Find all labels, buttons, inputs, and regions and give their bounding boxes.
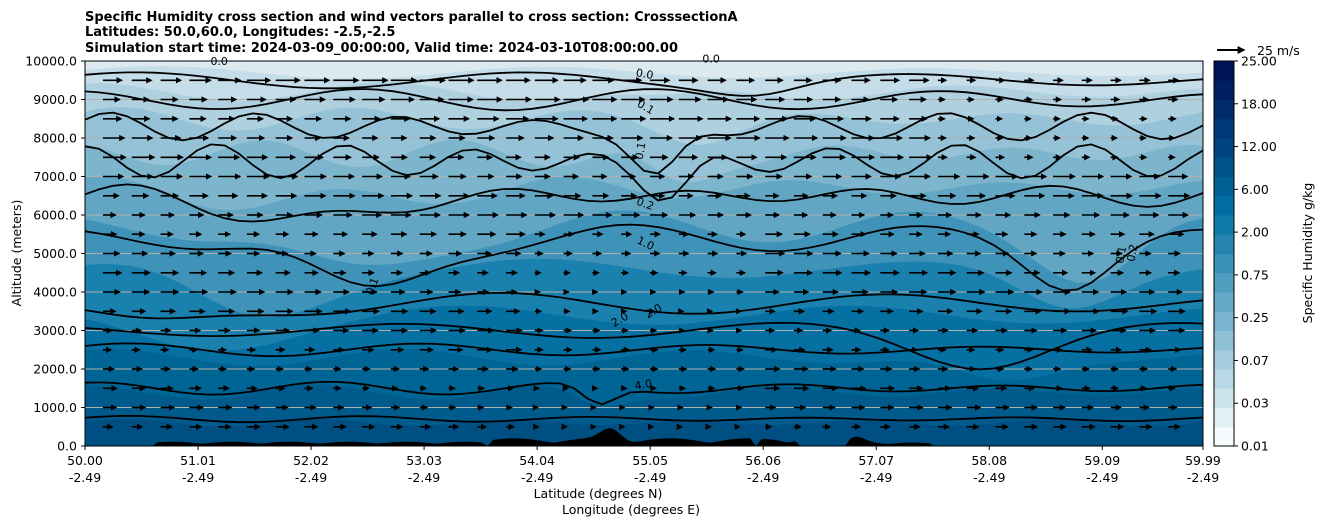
humidity-contour-line — [85, 223, 1203, 292]
x-tick-label-lat: 59.09 — [1084, 453, 1120, 468]
chart-title-line-1: Specific Humidity cross section and wind… — [85, 10, 738, 25]
colorbar-tick-label: 0.01 — [1241, 439, 1269, 454]
x-tick-label-lon: -2.49 — [408, 470, 440, 485]
colorbar-tick-label: 0.03 — [1241, 396, 1269, 411]
x-tick-label-lat: 57.07 — [858, 453, 894, 468]
humidity-contour-line — [85, 111, 1203, 175]
x-tick-label-lon: -2.49 — [521, 470, 553, 485]
humidity-contour-line — [85, 183, 1203, 223]
y-tick-label: 8000.0 — [33, 131, 77, 146]
colorbar-tick-label: 25.00 — [1241, 54, 1277, 69]
colorbar-tick-label: 0.25 — [1241, 310, 1269, 325]
colorbar-label: Specific Humidity g/kg — [1300, 183, 1315, 324]
y-tick-label: 0.0 — [57, 439, 77, 454]
colorbar-swatch — [1214, 407, 1234, 428]
colorbar-swatch — [1214, 99, 1234, 120]
colorbar-swatch — [1214, 234, 1234, 254]
y-tick-label: 2000.0 — [33, 362, 77, 377]
colorbar-swatch — [1214, 176, 1234, 197]
x-tick-label-lat: 58.08 — [971, 453, 1007, 468]
humidity-contour-line — [85, 291, 1203, 320]
x-tick-label-lat: 55.05 — [632, 453, 668, 468]
colorbar-swatch — [1214, 292, 1234, 312]
plot-area — [85, 61, 1203, 446]
colorbar-swatch — [1214, 157, 1234, 177]
y-tick-label: 7000.0 — [33, 169, 77, 184]
humidity-contour-line — [85, 414, 1203, 424]
x-tick-label-lat: 54.04 — [519, 453, 555, 468]
x-tick-label-lon: -2.49 — [69, 470, 101, 485]
y-tick-label: 5000.0 — [33, 246, 77, 261]
contour-label: 0.2 — [635, 195, 656, 213]
quiver-key-label: 25 m/s — [1257, 43, 1300, 58]
contour-label: 0.1 — [633, 141, 649, 160]
colorbar: 0.01 0.03 0.07 0.25 0.75 2.00 6.00 12.00 18.00 25… — [1213, 54, 1277, 454]
colorbar-swatch — [1214, 388, 1234, 408]
contour-label: 0.1 — [363, 276, 381, 297]
quiver-key: 25 m/s — [1217, 43, 1300, 58]
x-tick-label-lon: -2.49 — [860, 470, 892, 485]
colorbar-swatch — [1214, 330, 1234, 351]
colorbar-swatch — [1214, 253, 1234, 274]
x-axis-label-longitude: Longitude (degrees E) — [562, 502, 700, 517]
humidity-fill-layer — [85, 418, 1203, 446]
y-axis-label: Altitude (meters) — [9, 200, 24, 307]
chart-title-line-2: Latitudes: 50.0,60.0, Longitudes: -2.5,-… — [85, 25, 395, 40]
contour-label: 0.0 — [702, 53, 720, 66]
colorbar-swatch — [1214, 80, 1234, 100]
colorbar-frame — [1213, 60, 1235, 447]
y-tick-label: 4000.0 — [33, 285, 77, 300]
y-tick-label: 6000.0 — [33, 208, 77, 223]
colorbar-tick-label: 18.00 — [1241, 96, 1277, 111]
colorbar-swatch — [1214, 118, 1234, 139]
humidity-contour-line — [85, 71, 1203, 97]
chart-title-line-3: Simulation start time: 2024-03-09_00:00:… — [85, 41, 678, 56]
humidity-contour-line — [85, 381, 1203, 406]
contour-label: 0.0 — [635, 66, 654, 82]
x-axis-label-latitude: Latitude (degrees N) — [534, 486, 663, 501]
humidity-contour-line — [85, 342, 1203, 357]
colorbar-swatch — [1214, 272, 1234, 293]
colorbar-swatch — [1214, 426, 1234, 447]
colorbar-swatch — [1214, 195, 1234, 216]
colorbar-swatch — [1214, 369, 1234, 389]
contour-label: 0.2 — [1125, 243, 1141, 262]
humidity-contour-line — [85, 88, 1203, 112]
x-tick-label-lat: 50.00 — [67, 453, 103, 468]
x-tick-label-lon: -2.49 — [295, 470, 327, 485]
humidity-contour-line — [85, 321, 1203, 371]
colorbar-swatch — [1214, 311, 1234, 331]
x-tick-label-lon: -2.49 — [182, 470, 214, 485]
x-tick-label-lat: 56.06 — [745, 453, 781, 468]
x-tick-label-lat: 53.03 — [406, 453, 442, 468]
y-tick-label: 3000.0 — [33, 323, 77, 338]
x-tick-label-lon: -2.49 — [1187, 470, 1219, 485]
colorbar-swatch — [1214, 138, 1234, 158]
contour-label: 4.0 — [634, 377, 653, 393]
colorbar-tick-label: 12.00 — [1241, 139, 1277, 154]
x-tick-label-lon: -2.49 — [747, 470, 779, 485]
colorbar-tick-label: 6.00 — [1241, 182, 1269, 197]
y-tick-label: 9000.0 — [33, 92, 77, 107]
x-tick-label-lon: -2.49 — [1086, 470, 1118, 485]
colorbar-swatch — [1214, 61, 1234, 81]
x-tick-label-lat: 52.02 — [293, 453, 329, 468]
colorbar-tick-label: 2.00 — [1241, 225, 1269, 240]
colorbar-swatch — [1214, 215, 1234, 235]
colorbar-swatch — [1214, 349, 1234, 370]
contour-label: 0.0 — [210, 55, 228, 68]
terrain-silhouette — [85, 427, 1203, 446]
x-tick-label-lon: -2.49 — [973, 470, 1005, 485]
y-tick-label: 10000.0 — [25, 54, 77, 69]
x-tick-label-lat: 51.01 — [180, 453, 216, 468]
colorbar-tick-label: 0.07 — [1241, 353, 1269, 368]
y-tick-label: 1000.0 — [33, 400, 77, 415]
x-tick-label-lat: 59.99 — [1185, 453, 1221, 468]
colorbar-tick-label: 0.75 — [1241, 267, 1269, 282]
x-tick-label-lon: -2.49 — [634, 470, 666, 485]
contour-label: 0.1 — [1113, 245, 1129, 264]
